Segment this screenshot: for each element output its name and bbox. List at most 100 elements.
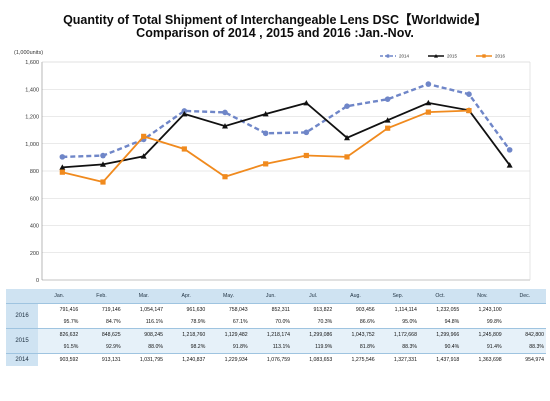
percent-cell: 81.8% [334, 341, 377, 354]
units-cell: 903,592 [38, 353, 81, 366]
series-line-2014 [62, 82, 511, 159]
point-2016 [222, 174, 228, 180]
legend-label-2014: 2014 [399, 54, 410, 59]
units-cell: 1,172,668 [376, 328, 419, 341]
point-2016 [100, 179, 106, 185]
percent-cell: 88.0% [122, 341, 165, 354]
units-cell: 1,327,331 [376, 353, 419, 366]
units-cell: 852,311 [249, 303, 292, 316]
month-header: Apr. [164, 289, 208, 304]
point-2016 [385, 125, 391, 131]
point-2014 [59, 154, 66, 160]
point-2014 [506, 147, 513, 153]
units-cell: 1,232,055 [418, 303, 462, 316]
percent-cell: 88.3% [376, 341, 419, 354]
month-header: Feb. [80, 289, 123, 304]
year-label: 2015 [6, 328, 38, 354]
units-cell: 842,800 [503, 328, 546, 341]
legend-marker-2014 [386, 54, 390, 58]
percent-cell: 113.1% [249, 341, 292, 354]
point-2015 [222, 123, 228, 129]
chart-title-line1: Quantity of Total Shipment of Interchang… [63, 13, 487, 27]
point-2015 [425, 99, 432, 106]
point-2014 [303, 129, 310, 136]
units-cell: 1,437,918 [418, 353, 462, 366]
month-header: Nov. [461, 289, 504, 304]
point-2014 [181, 108, 188, 114]
month-header: Jan. [38, 289, 81, 304]
units-cell: 1,299,966 [418, 328, 462, 341]
point-2014 [425, 81, 432, 87]
shipment-data-table: Jan. Feb. Mar. Apr. May. Jun. Jul. Aug. Sep. Oct.… [6, 289, 546, 366]
units-cell: 826,632 [38, 328, 81, 341]
y-tick-label: 600 [30, 196, 39, 202]
percent-cell: 84.7% [80, 316, 123, 329]
percent-cell: 67.1% [207, 316, 250, 329]
percent-cell: 86.6% [334, 316, 377, 329]
units-cell: 903,456 [334, 303, 377, 316]
point-2016 [425, 109, 431, 115]
table-row: 2016 791,416 719,146 1,054,147 961,630 758,04… [6, 303, 546, 329]
percent-cell: 99.8% [461, 316, 504, 329]
point-2014 [466, 91, 472, 97]
y-tick-label: 1,200 [25, 115, 39, 121]
percent-cell: 78.9% [164, 316, 208, 329]
table-row: 2014 903,592 913,131 1,031,795 1,240,837 1,22… [6, 353, 546, 366]
month-header: Oct. [418, 289, 462, 304]
month-header: Jul. [291, 289, 335, 304]
units-cell: 791,416 [38, 303, 81, 316]
percent-cell: 91.8% [207, 341, 250, 354]
percent-cell: 90.4% [418, 341, 462, 354]
point-2016 [263, 161, 269, 167]
units-cell: 1,229,934 [207, 353, 250, 366]
units-cell: 1,129,482 [207, 328, 250, 341]
units-cell: 961,630 [164, 303, 208, 316]
units-cell: 1,218,174 [249, 328, 292, 341]
units-cell: 1,245,809 [461, 328, 504, 341]
point-2016 [181, 146, 187, 152]
units-cell: 1,031,795 [122, 353, 165, 366]
table-row: 95.7% 84.7% 116.1% 78.9% 67.1% 70.0% 70.3% 86.6… [6, 316, 546, 329]
point-2016 [344, 154, 350, 160]
units-cell: 1,275,546 [334, 353, 377, 366]
y-tick-label: 1,400 [25, 87, 39, 93]
month-header: Sep. [376, 289, 419, 304]
percent-cell: 92.9% [80, 341, 123, 354]
units-cell: 1,240,837 [164, 353, 208, 366]
point-2015 [181, 110, 188, 117]
units-cell: 1,054,147 [122, 303, 165, 316]
percent-cell: 119.9% [291, 341, 335, 354]
units-cell: 1,083,653 [291, 353, 335, 366]
point-2016 [466, 108, 472, 114]
units-cell: 913,822 [291, 303, 335, 316]
point-2014 [222, 109, 228, 116]
series-line-2015 [62, 101, 511, 169]
legend-marker-2015 [434, 54, 438, 58]
point-2015 [100, 161, 106, 167]
year-label: 2016 [6, 303, 38, 329]
units-cell: 1,243,100 [461, 303, 504, 316]
percent-cell: 91.4% [461, 341, 504, 354]
table-corner [6, 289, 38, 304]
point-2015 [303, 99, 310, 106]
percent-cell: 70.3% [291, 316, 335, 329]
point-2015 [140, 153, 147, 159]
percent-cell: 116.1% [122, 316, 165, 329]
y-tick-label: 1,000 [25, 142, 39, 148]
point-2016 [141, 133, 147, 139]
units-cell: 719,146 [80, 303, 123, 316]
percent-cell: 94.8% [418, 316, 462, 329]
month-header: Dec. [503, 289, 546, 304]
percent-cell [503, 316, 546, 329]
point-2014 [344, 103, 350, 110]
point-2015 [384, 117, 391, 123]
y-tick-label: 1,600 [25, 60, 39, 66]
point-2014 [384, 96, 391, 102]
legend-label-2016: 2016 [495, 54, 506, 59]
table-row: 2015 826,632 848,625 908,245 1,218,760 1,129,… [6, 328, 546, 354]
point-2015 [344, 134, 350, 141]
y-tick-label: 800 [30, 169, 39, 175]
units-cell: 954,974 [503, 353, 546, 366]
units-cell: 1,043,752 [334, 328, 377, 341]
percent-cell: 98.2% [164, 341, 208, 354]
